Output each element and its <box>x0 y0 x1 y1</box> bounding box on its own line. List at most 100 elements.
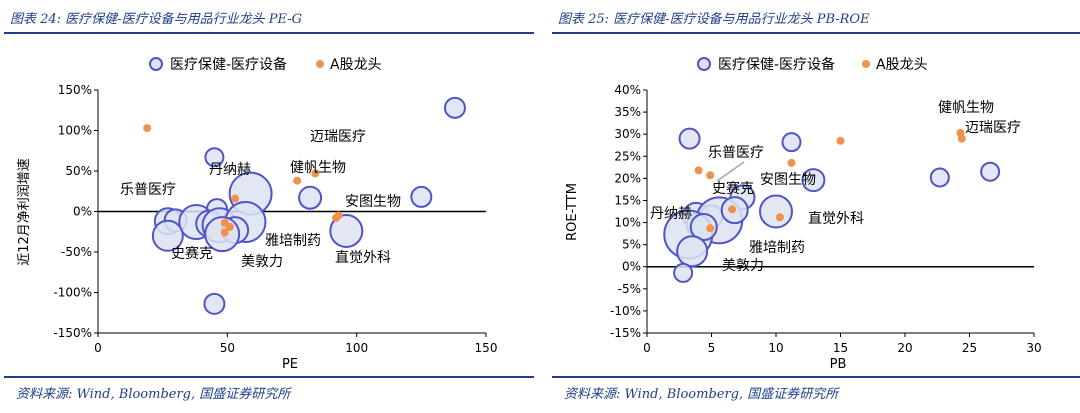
source-note: 资料来源: Wind, Bloomberg, 国盛证券研究所 <box>564 387 839 402</box>
legend-bubble-icon <box>149 57 163 71</box>
leader-dot <box>225 222 234 231</box>
company-label: 雅培制药 <box>265 233 321 249</box>
y-tick-label: 10% <box>614 216 641 230</box>
y-tick-label: 100% <box>58 124 92 138</box>
industry-bubble <box>673 262 694 283</box>
legend-dot-icon <box>316 60 324 68</box>
industry-bubble <box>929 167 950 188</box>
leader-dot <box>331 213 340 222</box>
source-note: 资料来源: Wind, Bloomberg, 国盛证券研究所 <box>16 387 291 402</box>
leader-dot <box>694 166 703 175</box>
x-tick-label: 15 <box>833 341 848 355</box>
x-tick-label: 150 <box>475 341 498 355</box>
legend-label-leaders: A股龙头 <box>876 57 928 73</box>
legend-label-industry: 医疗保健-医疗设备 <box>718 56 835 73</box>
company-label: 史赛克 <box>171 246 213 262</box>
legend-dot-icon <box>862 60 870 68</box>
pe-g-scatter-chart: 医疗保健-医疗设备 A股龙头 -150% -100% -50% 0% 50% 100% 150%… <box>17 56 498 372</box>
company-label: 健帆生物 <box>938 100 994 116</box>
leader-dot <box>775 213 784 222</box>
x-axis-title: PE <box>282 357 298 372</box>
industry-bubble <box>801 168 826 193</box>
y-tick-label: 0% <box>622 260 641 274</box>
title-rule <box>552 32 1080 34</box>
y-tick-label: 15% <box>614 193 641 207</box>
chart-panel-pb-roe: 图表 25: 医疗保健-医疗设备与用品行业龙头 PB-ROE 医疗保健-医疗设备… <box>548 0 1080 413</box>
company-label: 雅培制药 <box>749 240 805 256</box>
company-label: 直觉外科 <box>808 210 864 227</box>
x-tick-label: 100 <box>345 341 368 355</box>
source-rule <box>552 376 1080 378</box>
y-axis-title: 近12月净利润增速 <box>17 158 32 266</box>
company-label: 丹纳赫 <box>209 162 251 178</box>
company-label: 直觉外科 <box>335 249 391 266</box>
company-label: 美敦力 <box>722 258 764 274</box>
industry-bubble <box>329 213 364 248</box>
leader-dot <box>231 194 240 203</box>
y-tick-label: 0% <box>73 205 92 219</box>
y-tick-label: -100% <box>53 286 92 300</box>
y-tick-label: 5% <box>622 238 641 252</box>
y-tick-label: 25% <box>614 149 641 163</box>
x-tick-label: 30 <box>1026 341 1041 355</box>
company-label: 迈瑞医疗 <box>965 120 1021 136</box>
leader-dot <box>728 205 737 214</box>
leader-dot <box>706 171 715 180</box>
x-tick-label: 20 <box>897 341 912 355</box>
y-tick-label: -10% <box>610 304 641 318</box>
y-tick-label: 40% <box>614 83 641 97</box>
leader-dot <box>143 124 152 133</box>
y-tick-label: 35% <box>614 105 641 119</box>
legend-label-leaders: A股龙头 <box>330 57 382 73</box>
industry-bubble <box>443 96 466 119</box>
title-rule <box>4 32 534 34</box>
leader-dot <box>957 134 966 143</box>
y-tick-label: -5% <box>618 282 641 296</box>
chart-title: 图表 24: 医疗保健-医疗设备与用品行业龙头 PE-G <box>10 12 302 27</box>
y-axis-title: ROE-TTM <box>565 183 580 241</box>
leader-dot <box>311 169 320 178</box>
legend-bubble-icon <box>697 57 711 71</box>
x-tick-label: 5 <box>708 341 716 355</box>
leader-dot <box>836 136 845 145</box>
x-tick-label: 10 <box>768 341 783 355</box>
company-label: 乐普医疗 <box>120 182 176 198</box>
chart-panel-pe-g: 图表 24: 医疗保健-医疗设备与用品行业龙头 PE-G 医疗保健-医疗设备 A股… <box>0 0 538 413</box>
industry-bubble <box>676 235 709 268</box>
company-label: 安图生物 <box>760 172 816 188</box>
y-tick-label: 50% <box>65 164 92 178</box>
chart-title: 图表 25: 医疗保健-医疗设备与用品行业龙头 PB-ROE <box>558 12 870 27</box>
company-label: 乐普医疗 <box>708 145 764 161</box>
x-axis-title: PB <box>830 357 847 372</box>
source-rule <box>4 376 534 378</box>
industry-bubble <box>410 185 433 208</box>
industry-bubble <box>980 161 1001 182</box>
company-label: 安图生物 <box>345 194 401 210</box>
industry-bubble <box>781 132 802 153</box>
industry-bubble <box>203 292 226 315</box>
y-tick-label: 30% <box>614 127 641 141</box>
company-label: 健帆生物 <box>290 160 346 176</box>
company-label: 丹纳赫 <box>650 206 692 222</box>
company-label: 迈瑞医疗 <box>310 129 366 145</box>
leader-dot <box>706 224 715 233</box>
leader-dot <box>293 176 302 185</box>
company-label: 史赛克 <box>712 181 754 197</box>
y-tick-label: 150% <box>58 83 92 97</box>
legend-label-industry: 医疗保健-医疗设备 <box>170 56 287 73</box>
label-connector <box>716 161 745 182</box>
leader-dot <box>220 228 229 237</box>
y-tick-label: -15% <box>610 326 641 340</box>
industry-bubble <box>759 194 793 229</box>
x-tick-label: 0 <box>94 341 102 355</box>
y-tick-label: -50% <box>61 245 92 259</box>
x-tick-label: 0 <box>643 341 651 355</box>
industry-bubble <box>151 219 184 252</box>
x-tick-label: 25 <box>962 341 977 355</box>
x-tick-label: 50 <box>220 341 235 355</box>
pb-roe-scatter-chart: 医疗保健-医疗设备 A股龙头 -15% -10% -5% 0% 5% 10% 15% 20% 25%… <box>565 56 1042 372</box>
industry-bubble <box>689 212 718 241</box>
industry-bubble <box>204 147 225 168</box>
y-tick-label: -150% <box>53 326 92 340</box>
industry-bubble <box>678 127 701 150</box>
